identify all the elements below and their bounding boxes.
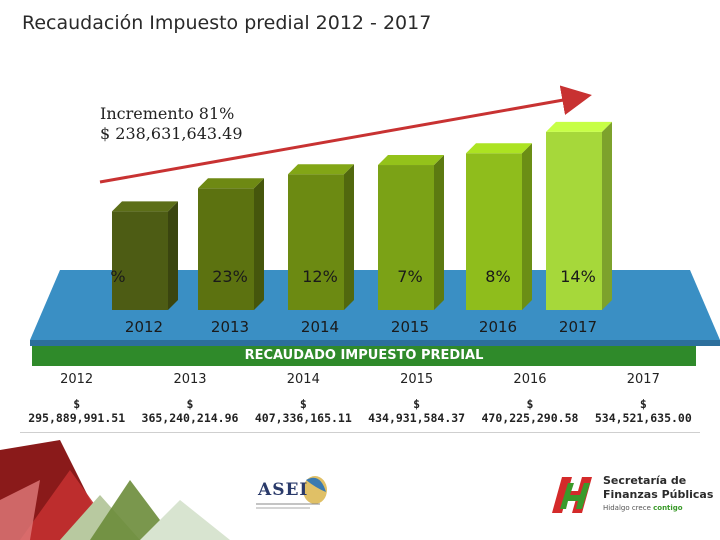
growth-label: 7% [397,267,422,286]
increment-label: Incremento 81% [100,104,235,123]
bar-chart: % 23% 12% 7% 8% 14% 2012 2013 2014 2015 2016 2017 [30,85,720,346]
increment-amount: $ 238,631,643.49 [100,124,243,143]
bar-2014 [288,164,354,310]
growth-label: 23% [212,267,248,286]
table-band-title: RECAUDADO IMPUESTO PREDIAL [32,346,696,366]
increment-annotation: Incremento 81% $ 238,631,643.49 [100,104,243,144]
amounts-row: $295,889,991.51 $365,240,214.96 $407,336… [20,390,700,433]
table-amount: $470,225,290.58 [473,390,587,433]
growth-label: 8% [485,267,510,286]
table-year: 2017 [626,371,660,387]
year-tick-label: 2015 [391,318,429,336]
bar-2013 [198,178,264,310]
table-year: 2015 [400,371,434,387]
asei-text: ASEI [258,480,309,500]
table-amount: $434,931,584.37 [359,390,474,433]
growth-label: % [110,267,125,286]
trend-arrow [99,85,592,184]
chart-platform-front [30,340,720,346]
bar-2015 [378,155,444,310]
secretaria-line1: Secretaría de [603,474,687,487]
bar-2012 [112,201,178,310]
year-tick-label: 2012 [125,318,163,336]
table-amount: $534,521,635.00 [586,390,700,433]
year-tick-label: 2016 [479,318,517,336]
secretaria-tagline: Hidalgo crece contigo [603,504,683,512]
table-year: 2016 [513,371,547,387]
years-row: 2012 2013 2014 2015 2016 2017 [20,368,700,390]
asei-logo [256,476,327,509]
table-year: 2012 [60,371,94,387]
page-title: Recaudación Impuesto predial 2012 - 2017 [22,12,432,34]
values-table: 2012 2013 2014 2015 2016 2017 $295,889,9… [20,368,700,433]
year-tick-label: 2017 [559,318,597,336]
year-tick-label: 2014 [301,318,339,336]
year-tick-label: 2013 [211,318,249,336]
secretaria-logo-icon [552,477,592,513]
secretaria-line2: Finanzas Públicas [603,488,714,501]
growth-label: 12% [302,267,338,286]
bar-2016 [466,143,532,310]
table-amount: $295,889,991.51 [20,390,134,433]
bar-2017 [546,121,612,310]
table-year: 2013 [173,371,207,387]
table-amount: $365,240,214.96 [133,390,247,433]
table-amount: $407,336,165.11 [246,390,360,433]
table-year: 2014 [286,371,320,387]
decorative-corner [0,440,230,540]
growth-label: 14% [560,267,596,286]
